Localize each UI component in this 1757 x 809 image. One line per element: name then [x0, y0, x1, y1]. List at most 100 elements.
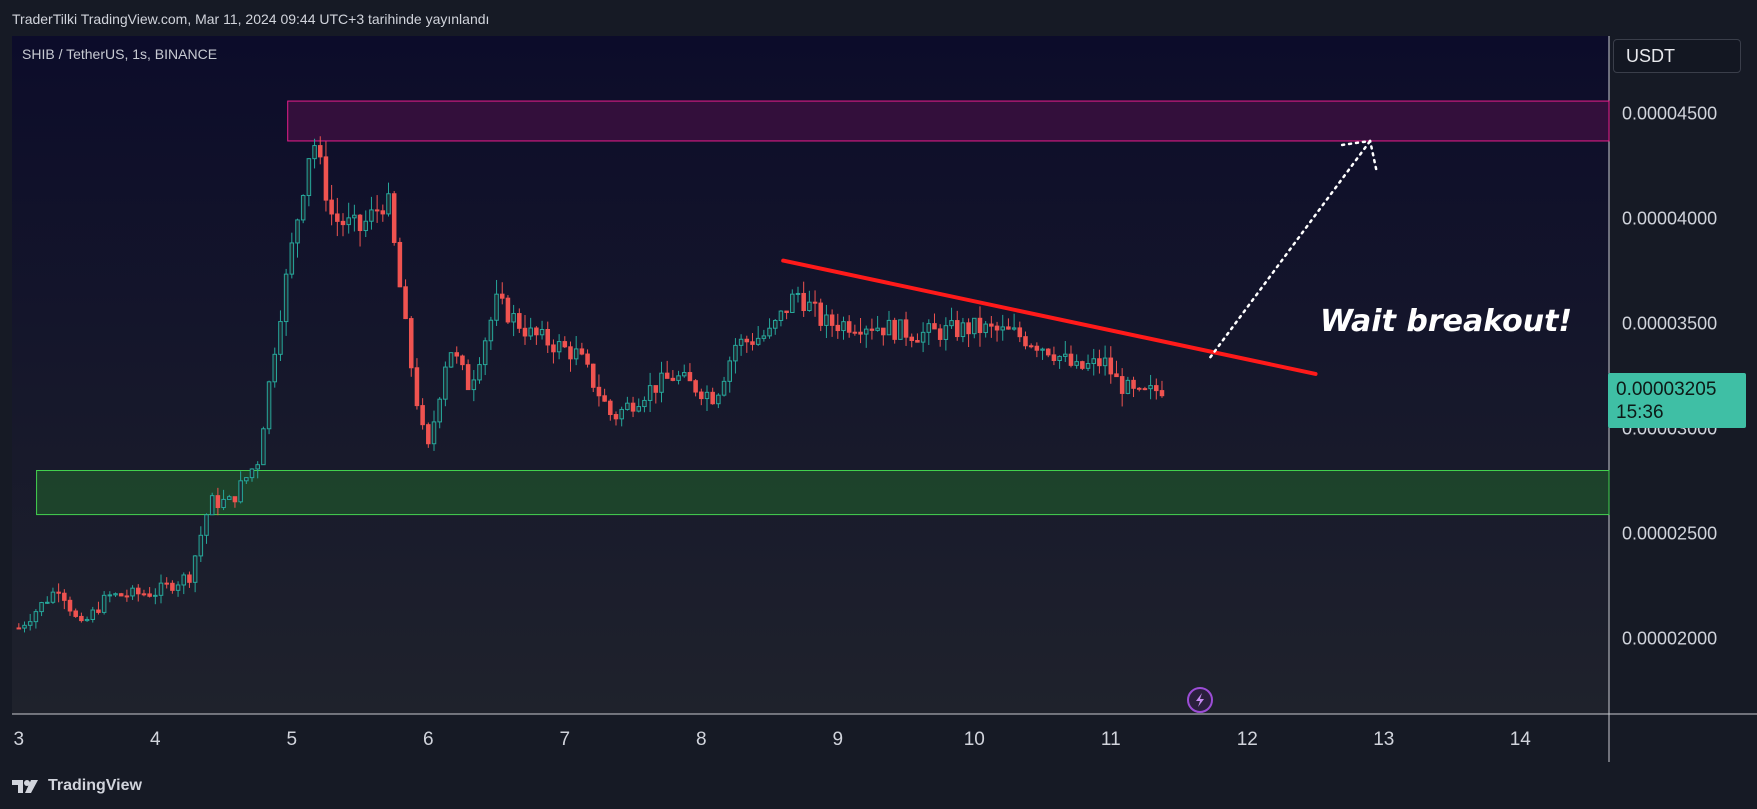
- candle-body: [317, 145, 323, 158]
- candle-body: [932, 323, 937, 330]
- candle-body: [340, 220, 346, 226]
- candle-body: [812, 301, 818, 304]
- candle-body: [323, 156, 329, 201]
- candle-body: [1108, 357, 1114, 375]
- candle-body: [704, 391, 710, 400]
- candle-body: [710, 391, 715, 405]
- candle-body: [448, 352, 454, 368]
- candle-body: [306, 158, 312, 197]
- candle-body: [437, 398, 442, 423]
- candle-body: [1159, 390, 1165, 397]
- candle-body: [602, 395, 607, 402]
- lightning-icon[interactable]: [1187, 687, 1213, 713]
- candle-body: [431, 421, 437, 445]
- candle-body: [772, 320, 778, 329]
- candle-body: [545, 329, 551, 346]
- x-tick-label: 9: [833, 729, 844, 750]
- candle-body: [841, 321, 846, 332]
- candle-body: [454, 352, 460, 357]
- candle-body: [829, 314, 835, 326]
- candle-body: [937, 328, 943, 340]
- candle-body: [255, 464, 260, 470]
- candle-body: [181, 574, 187, 586]
- candle-body: [295, 219, 300, 244]
- candle-body: [96, 609, 101, 613]
- candle-body: [562, 341, 568, 348]
- candle-body: [750, 341, 755, 345]
- y-tick-label: 0.00002000: [1622, 628, 1717, 648]
- y-tick-label: 0.00002500: [1622, 523, 1717, 543]
- candle-body: [790, 293, 795, 314]
- candle-body: [272, 353, 278, 383]
- candle-body: [215, 495, 221, 509]
- candle-body: [1131, 379, 1136, 389]
- currency-selector[interactable]: USDT: [1613, 39, 1741, 73]
- x-tick-label: 12: [1237, 729, 1258, 750]
- candle-body: [1085, 363, 1091, 369]
- publish-info: TraderTilki TradingView.com, Mar 11, 202…: [12, 11, 490, 27]
- candle-body: [699, 391, 704, 400]
- projection-arrowhead-right: [1368, 139, 1378, 171]
- candle-body: [153, 594, 158, 597]
- plot-background: [12, 36, 1609, 714]
- candle-body: [573, 348, 579, 360]
- candle-body: [312, 145, 317, 160]
- candle-body: [807, 301, 812, 312]
- projection-arrowhead-left: [1340, 139, 1372, 147]
- candle-body: [477, 364, 482, 381]
- candle-body: [716, 394, 721, 405]
- candle-body: [528, 327, 533, 337]
- candle-body: [727, 360, 733, 382]
- candle-body: [881, 327, 886, 336]
- candle-body: [1000, 326, 1005, 331]
- candle-body: [1148, 385, 1153, 390]
- candle-body: [755, 337, 761, 345]
- candle-body: [1006, 326, 1011, 330]
- candle-body: [374, 209, 380, 212]
- candle-body: [522, 327, 528, 337]
- candle-body: [1102, 357, 1108, 367]
- candle-body: [221, 498, 226, 509]
- resistance-zone: [287, 100, 1610, 142]
- candle-body: [943, 325, 949, 340]
- candle-body: [289, 242, 295, 275]
- candle-body: [198, 534, 204, 557]
- candle-body: [1097, 358, 1102, 367]
- candle-body: [1017, 327, 1023, 338]
- candle-body: [994, 325, 1000, 331]
- candle-body: [596, 386, 602, 397]
- candle-body: [539, 329, 545, 336]
- symbol-label: SHIB / TetherUS, 1s, BINANCE: [22, 46, 218, 62]
- candle-body: [73, 610, 78, 617]
- candle-body: [590, 363, 596, 388]
- candle-body: [192, 555, 198, 583]
- candle-body: [1080, 361, 1085, 369]
- candle-body: [1074, 361, 1079, 366]
- candle-body: [585, 353, 590, 365]
- candle-body: [869, 328, 875, 331]
- candle-body: [556, 341, 562, 353]
- candle-body: [130, 587, 135, 597]
- candle-body: [778, 310, 784, 322]
- candle-body: [517, 313, 522, 329]
- candle-body: [56, 591, 61, 594]
- tradingview-brand[interactable]: TradingView: [12, 777, 142, 795]
- candle-body: [113, 593, 118, 596]
- candle-body: [733, 344, 738, 362]
- y-tick-label: 0.00004000: [1622, 209, 1717, 229]
- candle-body: [62, 592, 67, 601]
- candle-body: [1063, 353, 1068, 357]
- candle-body: [903, 319, 909, 338]
- candle-body: [1057, 355, 1062, 361]
- candle-body: [835, 324, 841, 332]
- candle-body: [926, 323, 932, 333]
- candle-body: [761, 335, 767, 339]
- candle-body: [966, 322, 971, 335]
- candle-body: [50, 591, 56, 603]
- candle-body: [118, 593, 124, 597]
- candle-body: [391, 193, 397, 243]
- candle-body: [909, 336, 914, 341]
- candle-body: [460, 355, 465, 366]
- candle-body: [915, 339, 920, 343]
